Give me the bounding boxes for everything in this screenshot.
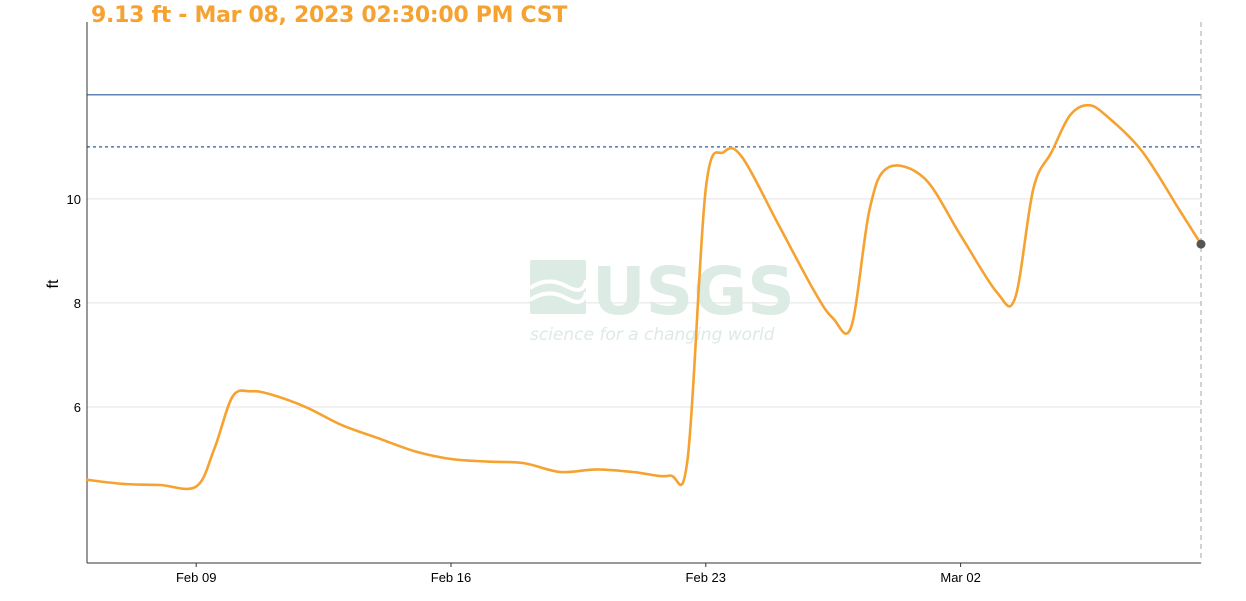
x-tick-label: Mar 02 [940,570,980,585]
y-tick-label: 8 [74,296,81,311]
hover-cursor [1196,22,1206,563]
axes [86,22,1201,564]
current-value-readout: 9.13 ft - Mar 08, 2023 02:30:00 PM CST [91,3,568,28]
watermark-name: USGS [592,253,795,330]
series-group [85,103,1203,491]
gage-height-series-line [85,103,1203,491]
grid-lines [87,198,1201,408]
cursor-point [1196,239,1206,249]
x-tick-label: Feb 23 [686,570,726,585]
reference-lines [87,94,1201,148]
y-axis-title: ft [45,279,62,288]
y-tick-labels: 6 8 10 [67,192,81,415]
y-tick-label: 6 [74,400,81,415]
x-tick-label: Feb 09 [176,570,216,585]
x-tick-labels: Feb 09 Feb 16 Feb 23 Mar 02 [176,563,981,585]
x-tick-label: Feb 16 [431,570,471,585]
usgs-logo-icon [528,260,588,314]
y-tick-label: 10 [67,192,81,207]
watermark-tagline: science for a changing world [530,325,775,345]
usgs-watermark: USGS science for a changing world [528,253,795,345]
